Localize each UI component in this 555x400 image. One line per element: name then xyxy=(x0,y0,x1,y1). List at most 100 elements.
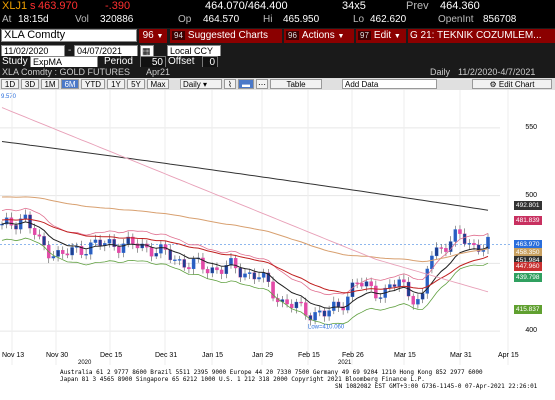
range-button-3d[interactable]: 3D xyxy=(21,79,39,89)
candle xyxy=(271,281,275,299)
range-button-ytd[interactable]: YTD xyxy=(81,79,105,89)
range-button-5y[interactable]: 5Y xyxy=(127,79,145,89)
candle xyxy=(472,243,476,246)
candle xyxy=(285,299,289,305)
candle xyxy=(51,256,56,259)
period-select[interactable]: Daily ▾ xyxy=(180,79,222,89)
candle xyxy=(238,267,243,278)
actions-button[interactable]: 96 Actions ▼ xyxy=(284,29,354,43)
x-tick-label: Mar 15 xyxy=(394,352,416,359)
chart-style-button[interactable]: ▬ xyxy=(238,79,254,89)
last-value-tag: 447.960 xyxy=(514,261,542,271)
candle xyxy=(117,246,121,253)
candle xyxy=(453,229,458,242)
candle xyxy=(42,236,46,246)
range-button-max[interactable]: Max xyxy=(147,79,169,89)
ticker[interactable]: XLJ1 xyxy=(2,0,28,12)
quote-line-1: XLJ1 s 463.970 -.390 464.070/464.400 34x… xyxy=(0,0,555,14)
candle xyxy=(327,310,331,317)
candle xyxy=(65,253,70,256)
date-range-label: 11/2/2020-4/7/2021 xyxy=(458,67,536,77)
range-button-1m[interactable]: 1M xyxy=(41,79,59,89)
candle xyxy=(215,267,219,271)
candle xyxy=(341,306,345,311)
security-input[interactable]: XLA Comdty xyxy=(1,29,137,42)
last-value-tag: 492.801 xyxy=(514,200,542,210)
price-chart[interactable]: 9.570 Low=410.060 400450500550 492.80148… xyxy=(0,90,555,365)
chevron-down-icon: ▼ xyxy=(156,33,164,40)
range-button-1d[interactable]: 1D xyxy=(1,79,19,89)
candle xyxy=(149,246,154,257)
currency-value: Local CCY xyxy=(170,46,214,56)
suggested-charts-button[interactable]: 94 Suggested Charts xyxy=(170,29,282,43)
candle xyxy=(243,273,247,278)
candle xyxy=(355,282,359,284)
last-value-tag: 415.837 xyxy=(514,305,542,315)
candle xyxy=(229,258,233,266)
candle xyxy=(332,301,336,311)
add-data-label: Add Data xyxy=(345,80,379,89)
candle xyxy=(154,253,158,257)
moving-average-200 xyxy=(1,141,489,211)
menu-96-button[interactable]: 96 ▼ xyxy=(139,29,167,43)
table-button[interactable]: Table xyxy=(270,79,322,89)
candle xyxy=(205,269,210,274)
edit-chart-label: Edit Chart xyxy=(498,80,535,89)
candle xyxy=(303,302,308,316)
candle xyxy=(98,239,102,246)
candle xyxy=(9,217,14,226)
x-tick-label: Nov 13 xyxy=(2,352,25,359)
security-name: XLA Comdty : GOLD FUTURES xyxy=(2,67,131,77)
suggested-num: 94 xyxy=(172,31,185,40)
draw-tool-button[interactable]: ⌇ xyxy=(224,79,236,89)
y-tick-label: 500 xyxy=(525,191,537,199)
suggested-label: Suggested Charts xyxy=(187,30,268,41)
time-label: At xyxy=(2,14,12,25)
chart-subtitle: XLA Comdty : GOLD FUTURES Apr21 Daily 11… xyxy=(0,67,555,78)
x-tick-label: Feb 26 xyxy=(342,352,364,359)
candle xyxy=(79,245,84,255)
candle xyxy=(397,279,401,287)
candle xyxy=(210,267,215,274)
range-button-1y[interactable]: 1Y xyxy=(107,79,125,89)
quote-line-2: At 18:15d Vol 320886 Op 464.570 Hi 465.9… xyxy=(0,14,555,27)
candle xyxy=(402,279,406,283)
edit-chart-button[interactable]: ⚙ Edit Chart xyxy=(472,79,552,89)
candle xyxy=(336,301,341,307)
range-button-6m[interactable]: 6M xyxy=(61,79,79,89)
chart-title[interactable]: G 21: TEKNIK COZUMLEM... xyxy=(408,29,555,43)
candle xyxy=(289,303,294,309)
edit-button[interactable]: 97 Edit ▼ xyxy=(356,29,406,43)
candle xyxy=(467,243,472,245)
candle xyxy=(187,267,191,270)
candle xyxy=(294,301,299,309)
candle xyxy=(448,241,453,252)
candle xyxy=(458,229,462,234)
x-tick-label: Jan 29 xyxy=(252,352,274,359)
candle xyxy=(425,268,429,294)
footer-line-2: Japan 81 3 4565 8900 Singapore 65 6212 1… xyxy=(60,376,425,383)
candle xyxy=(4,217,9,225)
menu-96-label: 96 xyxy=(142,30,154,41)
last-value-tag: 439.798 xyxy=(514,272,542,282)
candle xyxy=(32,227,37,235)
candle xyxy=(219,269,224,274)
candle xyxy=(14,225,18,230)
moving-average-short xyxy=(1,221,489,309)
bollinger-lower xyxy=(1,237,489,325)
actions-label: Actions xyxy=(301,30,335,41)
candle xyxy=(364,281,369,287)
tool-button[interactable]: ⋯ xyxy=(256,79,268,89)
candle xyxy=(201,257,205,270)
last-value-tag: 463.970 xyxy=(514,239,542,249)
last-value-tag: 458.350 xyxy=(514,247,542,257)
candle xyxy=(322,310,327,317)
candle xyxy=(93,239,98,243)
vol-label: Vol xyxy=(75,14,89,25)
add-data-input[interactable]: Add Data xyxy=(342,79,437,89)
offset-label: Offset xyxy=(168,56,195,67)
candle xyxy=(0,223,4,226)
candle xyxy=(360,283,364,287)
chart-canvas: Low=410.060 xyxy=(0,90,510,365)
toolbar-study: Study ExpMA Period 50 Offset 0 xyxy=(0,56,555,69)
